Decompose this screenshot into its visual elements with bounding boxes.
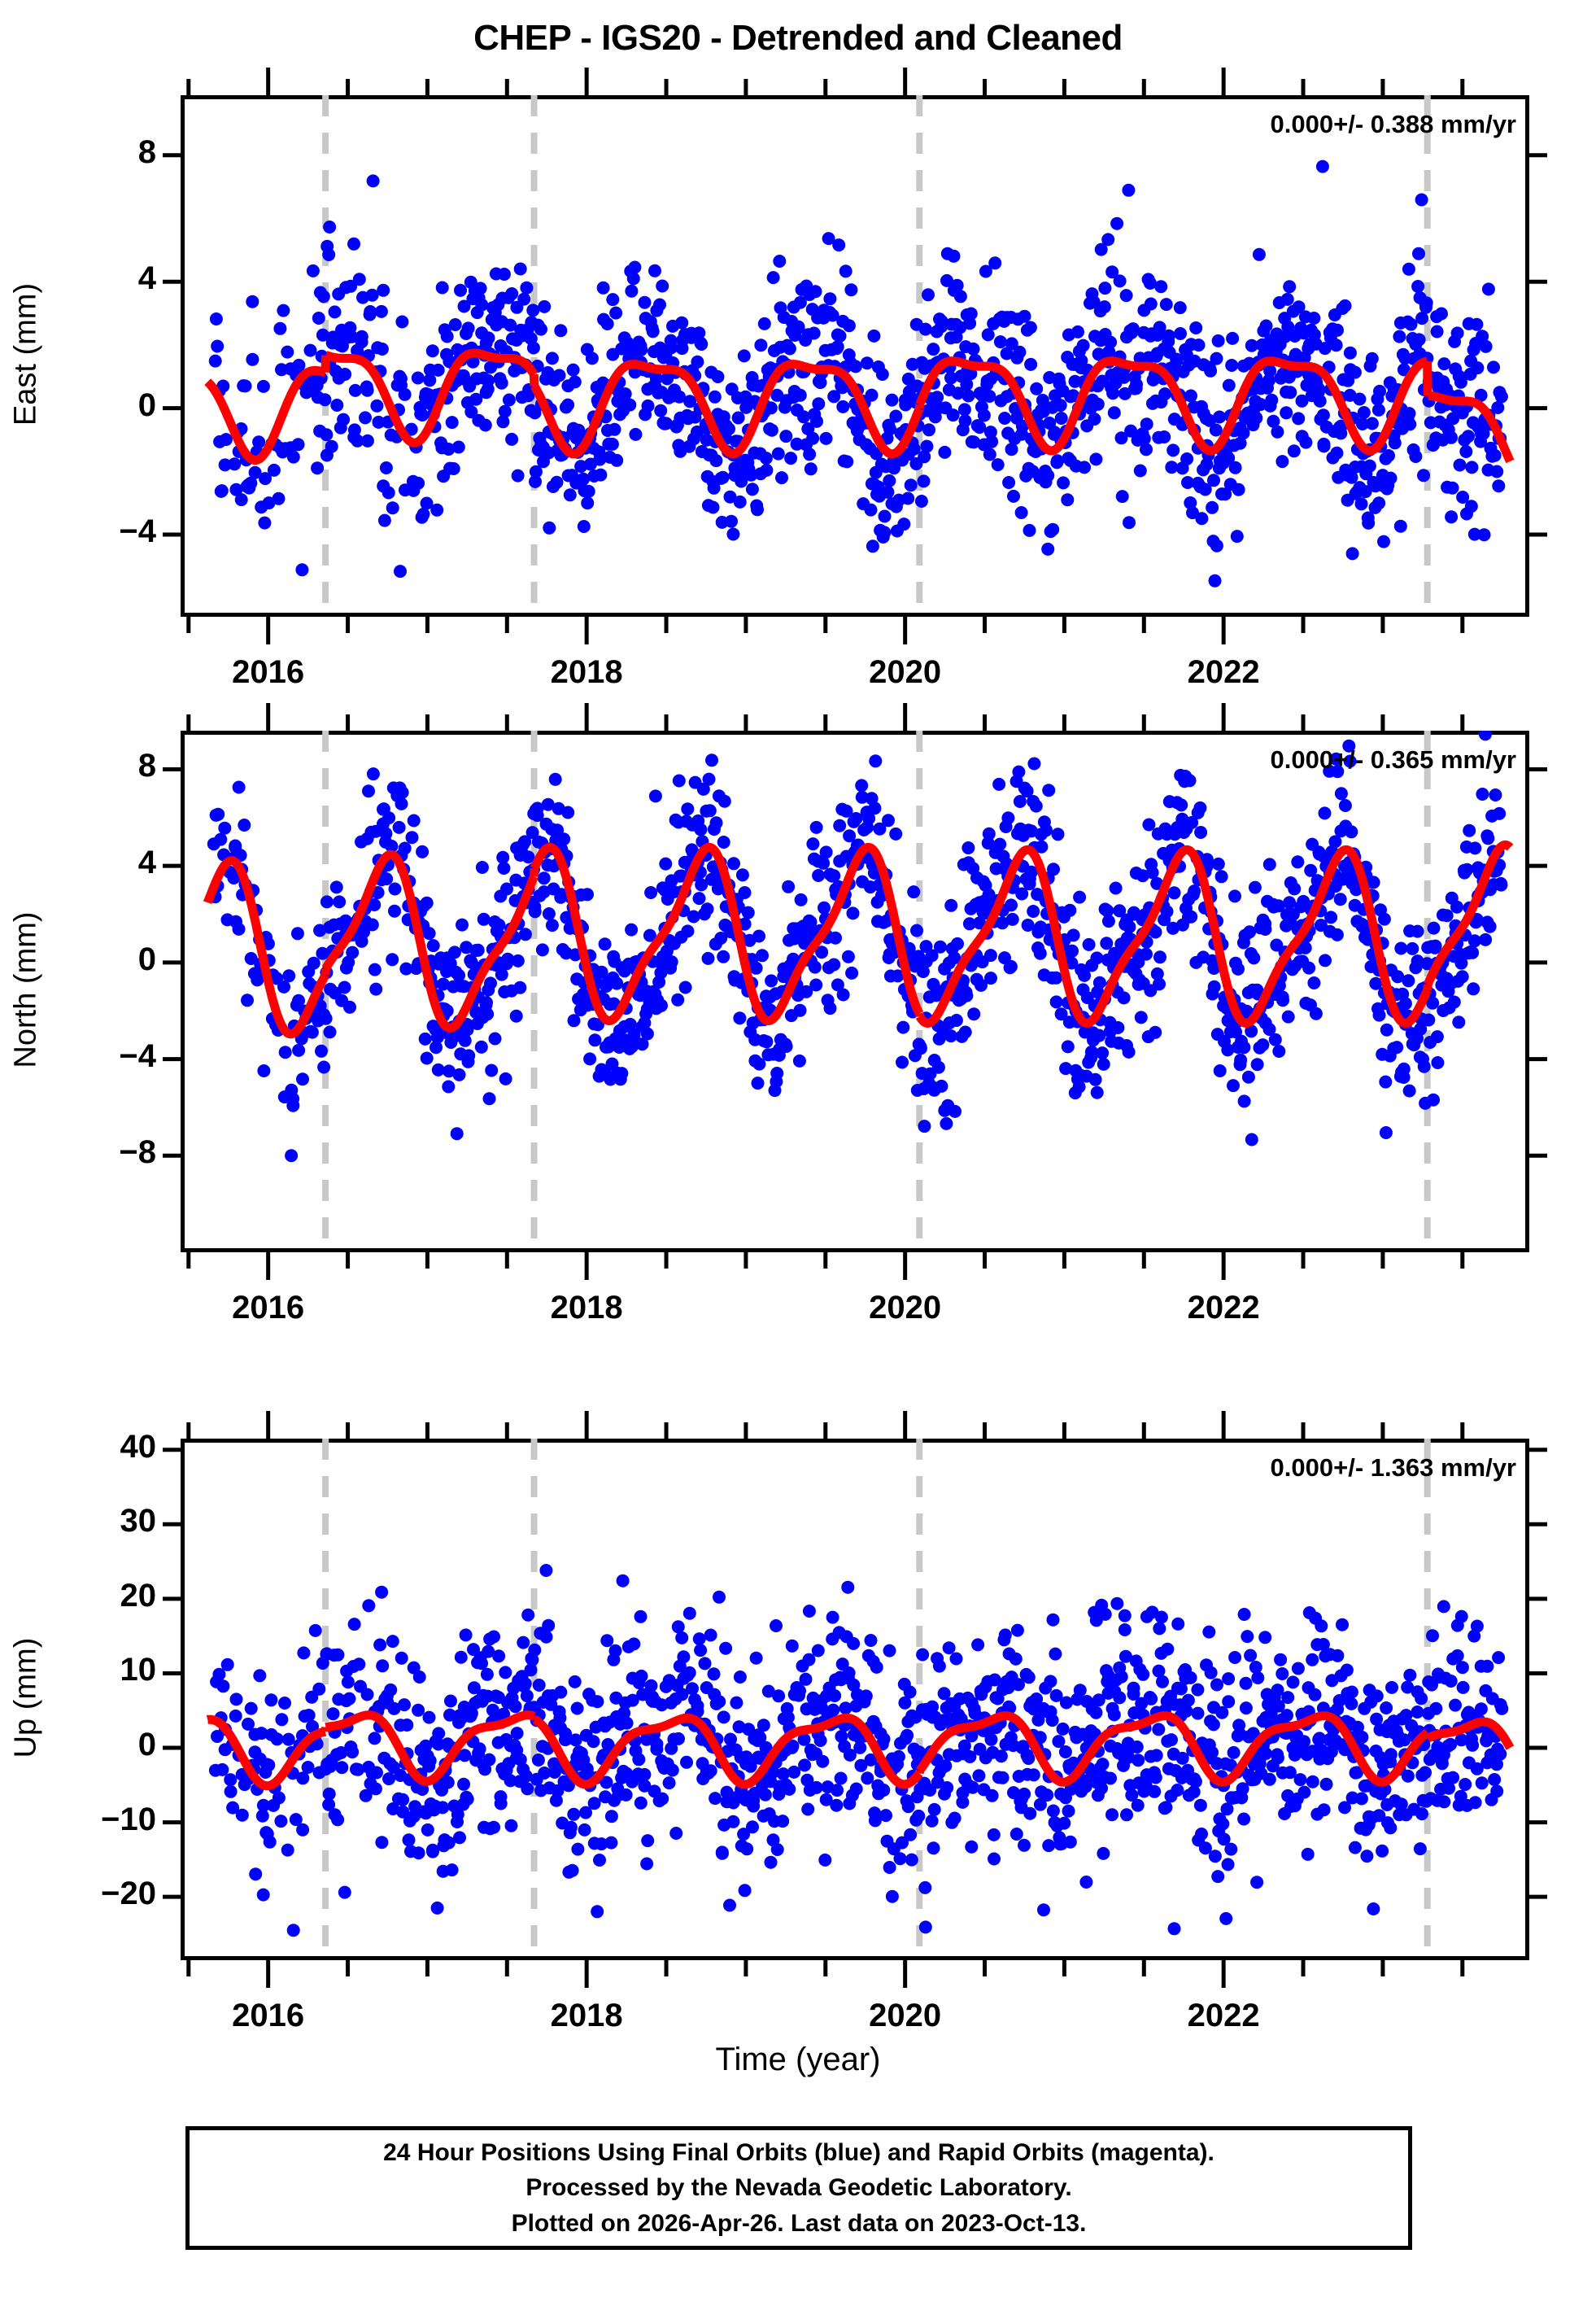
plot-canvas-north — [203, 731, 1515, 1252]
model-step-up-2 — [914, 1770, 925, 1775]
figure-title: CHEP - IGS20 - Detrended and Cleaned — [473, 18, 1123, 58]
ytick-label-east-0: 8 — [137, 133, 156, 170]
panel-up: 40 30 20 10 0 −10 −20 2016 2018 2020 2022 Up (mm) 0.… — [9, 1411, 1547, 2033]
ytick-label-up-0: 40 — [120, 1428, 157, 1465]
model-line-up-0 — [203, 1714, 329, 1791]
ytick-label-north-1: 4 — [137, 845, 156, 881]
xtick-label-up-0: 2016 — [232, 1998, 305, 2033]
ytick-label-east-3: −4 — [119, 513, 156, 549]
model-line-east-3 — [915, 356, 1432, 456]
caption-line-1: 24 Hour Positions Using Final Orbits (bl… — [383, 2138, 1214, 2166]
ytick-label-east-1: 4 — [137, 260, 156, 297]
data-points-north — [207, 731, 1508, 1163]
model-step-east-0 — [321, 355, 330, 373]
ytick-label-north-0: 8 — [137, 748, 156, 784]
ytick-label-up-2: 20 — [120, 1577, 157, 1614]
panel-east: 8 4 0 −4 2016 2018 2020 2022 East (mm) 0.000+/- 0… — [9, 68, 1547, 690]
model-line-north-2 — [530, 842, 924, 1025]
x-axis-label: Time (year) — [715, 2042, 881, 2077]
model-line-east-2 — [530, 360, 924, 459]
model-line-up-1 — [321, 1710, 539, 1786]
caption-line-3: Plotted on 2026-Apr-26. Last data on 202… — [511, 2209, 1087, 2237]
plot-canvas-up — [203, 1439, 1515, 1960]
ytick-label-east-2: 0 — [137, 387, 156, 423]
caption-line-2: Processed by the Nevada Geodetic Laborat… — [525, 2174, 1072, 2202]
model-line-up-2 — [530, 1713, 924, 1789]
ytick-label-up-3: 10 — [120, 1652, 157, 1688]
model-line-north-0 — [203, 856, 329, 1039]
caption-box: 24 Hour Positions Using Final Orbits (bl… — [185, 2126, 1412, 2250]
plot-canvas-east — [203, 95, 1515, 617]
model-line-up-4 — [1424, 1717, 1515, 1752]
y-axis-label-north: North (mm) — [8, 911, 43, 1068]
ytick-label-north-3: −4 — [119, 1037, 156, 1074]
model-step-north-2 — [914, 1012, 925, 1018]
model-step-north-0 — [321, 967, 330, 976]
xtick-label-east-0: 2016 — [232, 654, 305, 690]
ytick-label-up-6: −20 — [101, 1876, 156, 1912]
ytick-label-up-5: −10 — [101, 1801, 156, 1837]
xtick-label-east-3: 2022 — [1187, 654, 1260, 690]
rate-annotation-east: 0.000+/- 0.388 mm/yr — [1270, 110, 1516, 138]
xtick-label-up-2: 2020 — [869, 1998, 942, 2033]
model-line-east-4 — [1424, 391, 1515, 465]
y-axis-label-up: Up (mm) — [8, 1637, 43, 1758]
ytick-label-up-4: 0 — [137, 1727, 156, 1763]
ytick-label-up-1: 30 — [120, 1503, 157, 1540]
xtick-label-north-2: 2020 — [869, 1290, 942, 1326]
xtick-label-north-3: 2022 — [1187, 1290, 1260, 1326]
xtick-label-up-1: 2018 — [550, 1998, 623, 2033]
model-step-up-0 — [321, 1727, 330, 1732]
model-line-north-1 — [321, 849, 539, 1033]
xtick-label-east-1: 2018 — [550, 654, 623, 690]
ytick-label-north-4: −8 — [119, 1134, 156, 1171]
model-line-east-0 — [203, 365, 329, 465]
model-line-north-4 — [1424, 840, 1515, 989]
rate-annotation-up: 0.000+/- 1.363 mm/yr — [1270, 1453, 1516, 1482]
xtick-label-up-3: 2022 — [1187, 1998, 1260, 2033]
model-line-north-3 — [915, 845, 1432, 1028]
model-step-east-2 — [914, 404, 925, 409]
xtick-label-east-2: 2020 — [869, 654, 942, 690]
data-points-east — [208, 159, 1508, 587]
y-axis-label-east: East (mm) — [8, 282, 43, 426]
rate-annotation-north: 0.000+/- 0.365 mm/yr — [1270, 745, 1516, 774]
xtick-label-north-1: 2018 — [550, 1290, 623, 1326]
model-line-up-3 — [915, 1711, 1432, 1787]
panel-north: 8 4 0 −4 −8 2016 2018 2020 2022 North (mm) 0.000+/… — [9, 703, 1547, 1326]
ytick-label-north-2: 0 — [137, 941, 156, 977]
model-line-east-1 — [321, 348, 539, 448]
xtick-label-north-0: 2016 — [232, 1290, 305, 1326]
